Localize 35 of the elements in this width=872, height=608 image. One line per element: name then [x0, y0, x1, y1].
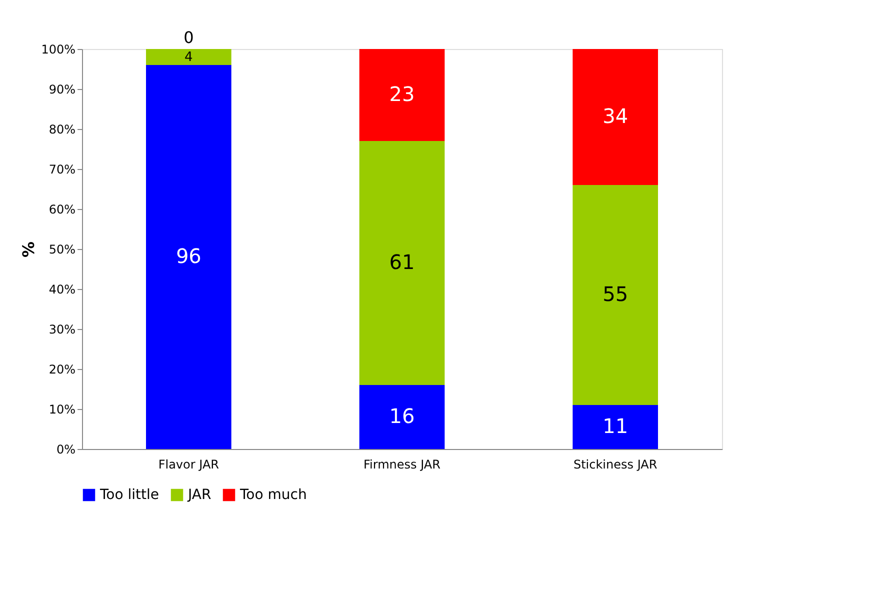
data-label: 61: [389, 250, 415, 274]
y-tick-label: 100%: [41, 42, 76, 56]
y-tick-label: 30%: [48, 322, 76, 336]
data-label: 23: [389, 82, 415, 106]
y-tick-label: 50%: [48, 242, 76, 256]
y-tick-label: 40%: [48, 282, 76, 296]
data-label: 0: [184, 28, 194, 47]
data-label: 16: [389, 404, 415, 428]
data-label: 11: [602, 414, 628, 438]
data-label: 55: [602, 282, 628, 306]
legend-label: JAR: [187, 487, 212, 503]
y-tick-label: 0%: [56, 442, 76, 456]
y-tick-label: 70%: [48, 162, 76, 176]
bar: [572, 405, 658, 449]
x-tick-label: Firmness JAR: [364, 458, 440, 472]
x-tick-label: Flavor JAR: [158, 458, 219, 472]
bar: [572, 49, 658, 185]
data-label: 34: [602, 104, 628, 128]
bar: [146, 49, 232, 65]
y-tick-label: 80%: [48, 122, 76, 136]
legend-label: Too little: [99, 487, 160, 503]
bar: [359, 385, 445, 449]
bar: [359, 49, 445, 141]
data-label: 4: [184, 50, 193, 65]
y-axis-title: %: [19, 241, 38, 258]
data-label: 96: [176, 244, 202, 268]
y-tick-label: 20%: [48, 362, 76, 376]
bar: [359, 141, 445, 385]
legend-label: Too much: [239, 487, 307, 503]
y-tick-label: 60%: [48, 202, 76, 216]
bar: [572, 185, 658, 405]
bar: [146, 65, 232, 449]
y-tick-label: 90%: [48, 82, 76, 96]
y-tick-label: 10%: [48, 402, 76, 416]
x-tick-label: Stickiness JAR: [573, 458, 658, 472]
